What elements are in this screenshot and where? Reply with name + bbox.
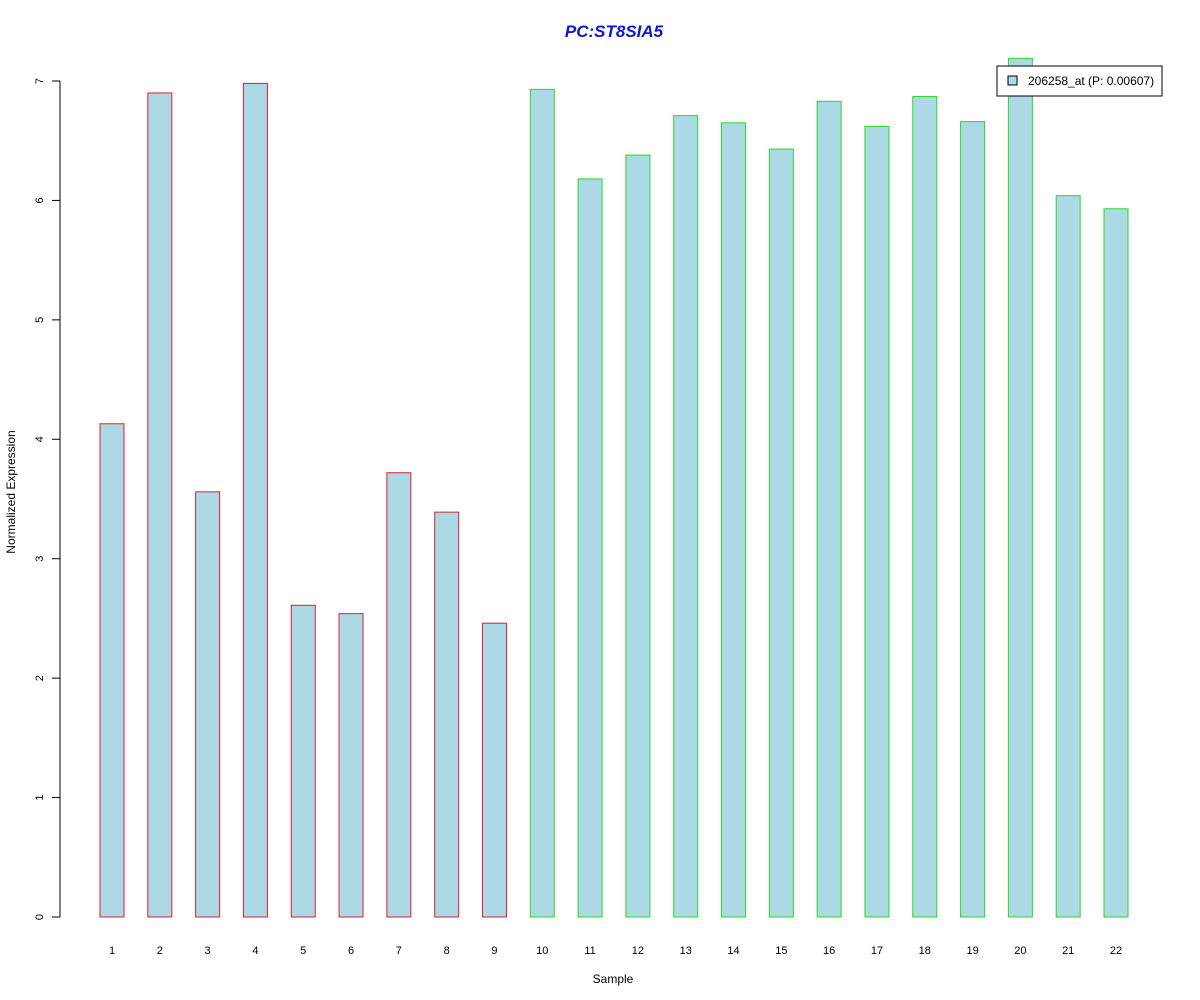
x-tick-label: 19 [966, 945, 978, 957]
x-tick-label: 14 [727, 945, 739, 957]
bar-sample-21 [1055, 195, 1081, 918]
x-tick-label: 20 [1014, 945, 1026, 957]
legend: 206258_at (P: 0.00607) [996, 65, 1163, 97]
bar-sample-16 [816, 100, 842, 918]
x-tick-label: 18 [919, 945, 931, 957]
x-tick-label: 7 [396, 945, 402, 957]
bar-sample-15 [768, 148, 794, 918]
y-tick-label: 5 [34, 317, 46, 323]
bar-sample-22 [1103, 208, 1129, 918]
x-tick-label: 8 [444, 945, 450, 957]
bar-sample-13 [673, 115, 699, 918]
legend-swatch [1007, 75, 1018, 86]
bar-sample-9 [481, 622, 507, 918]
bar-sample-2 [147, 92, 173, 918]
bar-sample-11 [577, 178, 603, 918]
y-tick-label: 2 [34, 675, 46, 681]
bar-sample-1 [99, 423, 125, 918]
bar-sample-6 [338, 613, 364, 918]
y-axis-label: Normalized Expression [4, 430, 18, 553]
x-tick-label: 9 [491, 945, 497, 957]
x-tick-label: 10 [536, 945, 548, 957]
bar-sample-19 [960, 121, 986, 918]
bar-sample-3 [195, 491, 221, 918]
bar-sample-18 [912, 96, 938, 918]
bar-sample-12 [625, 154, 651, 918]
x-tick-label: 4 [252, 945, 258, 957]
x-tick-label: 2 [157, 945, 163, 957]
x-tick-label: 1 [109, 945, 115, 957]
x-axis-label: Sample [593, 972, 634, 986]
bar-sample-17 [864, 125, 890, 918]
y-tick-label: 1 [34, 795, 46, 801]
legend-box [996, 65, 1163, 97]
x-tick-label: 16 [823, 945, 835, 957]
bar-sample-7 [386, 472, 412, 918]
x-tick-label: 15 [775, 945, 787, 957]
y-axis-ticks: 0 1 2 3 4 5 6 7 [34, 78, 60, 920]
bar-sample-8 [434, 511, 460, 918]
y-tick-label: 6 [34, 197, 46, 203]
x-tick-label: 22 [1110, 945, 1122, 957]
bar-sample-20 [1007, 57, 1033, 918]
x-tick-label: 17 [871, 945, 883, 957]
x-tick-label: 13 [680, 945, 692, 957]
bar-sample-5 [290, 604, 316, 918]
legend-label: 206258_at (P: 0.00607) [1028, 74, 1154, 88]
bar-sample-14 [721, 122, 747, 918]
y-tick-label: 7 [34, 78, 46, 84]
x-axis-tick-labels: 1 2 3 4 5 6 7 8 9 10 11 12 13 14 15 16 17 18 19 20 21 22 [109, 945, 1122, 957]
x-tick-label: 3 [205, 945, 211, 957]
x-tick-label: 11 [584, 945, 595, 957]
bars-group [99, 57, 1129, 918]
chart-title: PC:ST8SIA5 [565, 22, 664, 41]
bar-sample-4 [242, 82, 268, 918]
x-tick-label: 5 [300, 945, 306, 957]
x-tick-label: 6 [348, 945, 354, 957]
y-tick-label: 0 [34, 914, 46, 920]
x-tick-label: 21 [1062, 945, 1074, 957]
y-tick-label: 4 [34, 436, 46, 442]
x-tick-label: 12 [632, 945, 644, 957]
bar-sample-10 [529, 88, 555, 918]
y-tick-label: 3 [34, 556, 46, 562]
